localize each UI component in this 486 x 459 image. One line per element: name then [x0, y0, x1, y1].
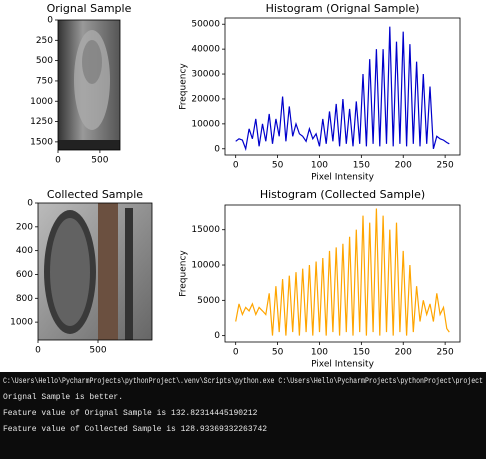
y-tick-label: 1000 [30, 97, 53, 107]
y-tick-label: 0 [214, 331, 220, 341]
y-tick-label: 250 [36, 36, 53, 46]
y-tick-label: 400 [16, 246, 33, 256]
x-tick-label: 200 [395, 348, 412, 358]
x-tick-label: 150 [353, 348, 370, 358]
histogram-line [235, 26, 450, 152]
x-tick-label: 250 [437, 348, 454, 358]
axes-frame [224, 204, 461, 343]
y-tick-label: 10000 [191, 119, 220, 129]
chart-title: Histogram (Orignal Sample) [266, 2, 420, 15]
y-tick-label: 30000 [191, 70, 220, 80]
y-tick-label: 15000 [191, 225, 220, 235]
axes-frame [224, 17, 461, 156]
y-tick-label: 1250 [30, 117, 53, 127]
console-line: Orignal Sample is better. [3, 393, 123, 402]
y-tick-label: 0 [27, 199, 33, 209]
y-tick-label: 200 [16, 222, 33, 232]
console-line: Feature value of Collected Sample is 128… [3, 425, 267, 434]
y-tick-label: 5000 [197, 296, 220, 306]
y-axis-label: Frequency [179, 250, 189, 297]
y-tick-label: 500 [36, 56, 53, 66]
y-tick-label: 50000 [191, 20, 220, 30]
image-collected [38, 203, 152, 340]
x-tick-label: 0 [55, 156, 61, 166]
y-tick-label: 1500 [30, 137, 53, 147]
x-tick-label: 200 [395, 161, 412, 171]
x-tick-label: 250 [437, 161, 454, 171]
image-original [58, 20, 120, 150]
chart-title: Orignal Sample [47, 2, 132, 15]
y-tick-label: 800 [16, 294, 33, 304]
x-tick-label: 0 [233, 161, 239, 171]
y-tick-label: 0 [47, 16, 53, 26]
x-tick-label: 100 [311, 348, 328, 358]
x-tick-label: 0 [233, 348, 239, 358]
y-tick-label: 600 [16, 270, 33, 280]
x-axis-label: Pixel Intensity [311, 360, 375, 370]
x-tick-label: 50 [272, 348, 284, 358]
x-tick-label: 150 [353, 161, 370, 171]
y-tick-label: 10000 [191, 261, 220, 271]
y-tick-label: 40000 [191, 45, 220, 55]
x-tick-label: 50 [272, 161, 284, 171]
axes-frame [37, 202, 153, 341]
y-tick-label: 0 [214, 144, 220, 154]
axes-frame [57, 19, 121, 151]
y-tick-label: 1000 [10, 318, 33, 328]
x-tick-label: 500 [89, 346, 106, 356]
x-tick-label: 500 [91, 156, 108, 166]
x-tick-label: 0 [35, 346, 41, 356]
x-tick-label: 100 [311, 161, 328, 171]
console [0, 372, 486, 459]
y-tick-label: 20000 [191, 94, 220, 104]
y-axis-label: Frequency [179, 63, 189, 110]
console-line: C:\Users\Hello\PycharmProjects\pythonPro… [3, 377, 483, 386]
x-axis-label: Pixel Intensity [311, 173, 375, 183]
chart-title: Histogram (Collected Sample) [260, 188, 425, 201]
chart-title: Collected Sample [47, 188, 143, 201]
console-line: Feature value of Orignal Sample is 132.8… [3, 409, 258, 418]
histogram-line [235, 208, 450, 336]
y-tick-label: 750 [36, 76, 53, 86]
